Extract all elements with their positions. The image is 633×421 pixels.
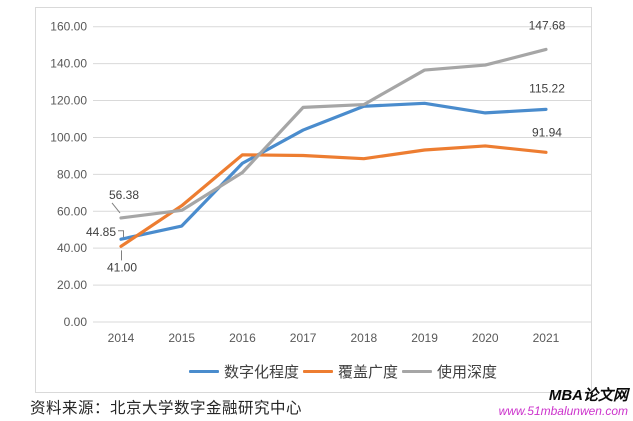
y-tick-label: 160.00: [50, 20, 87, 34]
legend-swatch-icon: [402, 369, 432, 374]
y-tick-label: 80.00: [57, 167, 87, 181]
label-leader-line: [111, 202, 121, 214]
point-label: 44.85: [86, 225, 116, 239]
y-tick-label: 20.00: [57, 278, 87, 292]
legend-label: 覆盖广度: [337, 365, 398, 381]
chart-frame: 0.00 20.00 40.00 60.00 80.00 100.00 120.00 140.…: [35, 7, 592, 393]
point-label: 56.38: [109, 188, 139, 202]
x-tick-label: 2021: [533, 331, 560, 345]
point-label: 41.00: [107, 260, 137, 274]
watermark-url[interactable]: www.51mbalunwen.com: [498, 403, 628, 418]
x-tick-label: 2014: [108, 331, 135, 345]
y-tick-label: 120.00: [50, 94, 87, 108]
chart-legend: 数字化程度 覆盖广度 使用深度: [94, 361, 592, 382]
x-tick-label: 2015: [168, 331, 195, 345]
legend-swatch-icon: [302, 369, 333, 374]
line-chart: 0.00 20.00 40.00 60.00 80.00 100.00 120.00 140.…: [50, 18, 591, 345]
x-tick-label: 2020: [472, 331, 499, 345]
point-label: 91.94: [532, 125, 562, 139]
watermark-brand: MBA论文网: [548, 387, 628, 404]
x-tick-label: 2019: [411, 331, 438, 345]
legend-item: 覆盖广度: [302, 361, 398, 382]
point-label: 147.68: [529, 18, 566, 32]
watermark: MBA论文网 www.51mbalunwen.com: [499, 387, 628, 418]
label-leader-line: [118, 230, 124, 238]
legend-item: 数字化程度: [188, 361, 299, 382]
x-tick-label: 2018: [350, 331, 377, 345]
series-line-2: [119, 47, 548, 220]
x-tick-label: 2016: [229, 331, 256, 345]
legend-item: 使用深度: [402, 361, 497, 382]
y-tick-label: 100.00: [50, 130, 87, 144]
legend-swatch-icon: [188, 369, 219, 374]
y-tick-label: 40.00: [57, 241, 87, 255]
series-line-1: [119, 144, 548, 248]
y-tick-label: 60.00: [57, 204, 87, 218]
legend-label: 数字化程度: [223, 365, 299, 381]
source-text: 资料来源：北京大学数字金融研究中心: [30, 400, 303, 417]
legend-label: 使用深度: [437, 365, 498, 381]
x-tick-label: 2017: [290, 331, 317, 345]
series-line-0: [119, 101, 548, 241]
y-tick-label: 140.00: [50, 57, 87, 71]
y-tick-label: 0.00: [64, 315, 88, 329]
point-label: 115.22: [529, 81, 565, 95]
